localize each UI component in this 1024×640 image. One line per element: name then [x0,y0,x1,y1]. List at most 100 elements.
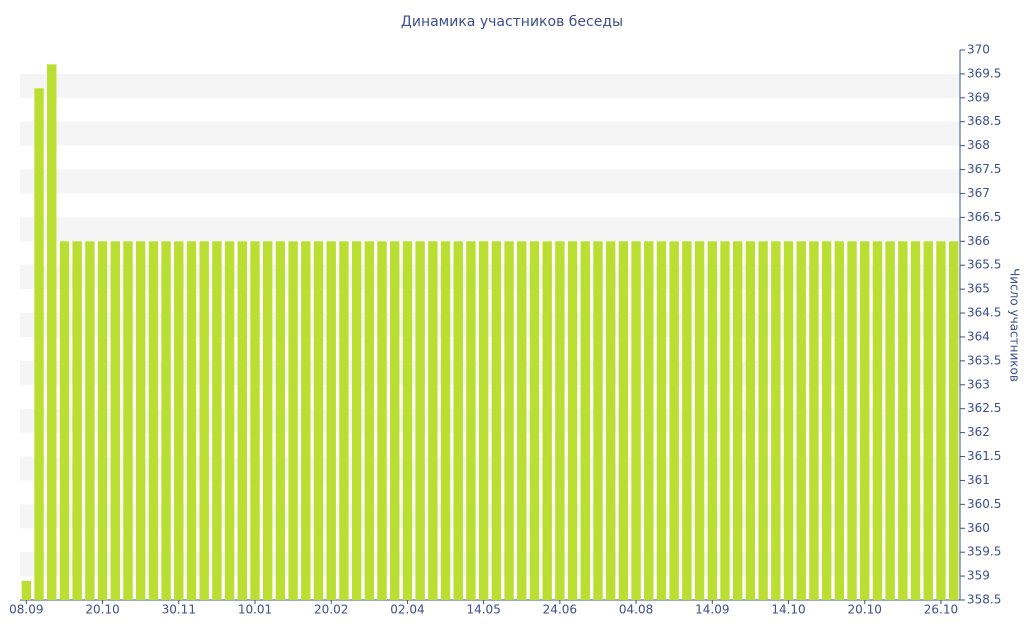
grid-band [20,552,960,577]
grid-band [20,504,960,529]
bar [707,241,717,600]
bar [910,241,921,600]
bar [453,241,463,600]
y-tick-label: 362 [967,425,990,439]
bar [694,241,705,600]
y-tick-label: 368.5 [967,114,1001,128]
y-tick-label: 361.5 [967,449,1001,463]
bar [809,241,819,600]
bar [542,241,552,600]
grid-band [20,217,960,242]
y-tick-label: 366.5 [967,210,1001,224]
bar [478,241,489,600]
bar [85,241,95,600]
x-tick-label: 02.04 [390,603,424,617]
bar [351,241,362,600]
y-tick-label: 364.5 [967,306,1001,320]
y-tick-label: 364 [967,329,990,343]
x-tick-label: 04.08 [619,603,653,617]
y-tick-label: 360.5 [967,497,1001,511]
bar [923,241,933,600]
bar [440,241,451,600]
grid-band [20,456,960,481]
bar [415,241,425,600]
bar [529,241,540,600]
bar [580,241,590,600]
bar [631,241,641,600]
bar [59,241,70,600]
chart-title: Динамика участников беседы [401,14,623,30]
bar [618,241,629,600]
x-tick-label: 08.09 [9,603,43,617]
bar [72,241,82,600]
bar [517,241,527,600]
grid-band [20,73,960,98]
bar [758,241,768,600]
bar [567,241,578,600]
grid-band [20,169,960,194]
y-tick-label: 359.5 [967,545,1001,559]
bar [898,241,908,600]
bar [263,241,273,600]
bar [872,241,883,600]
bar [186,241,197,600]
x-tick-label: 30.11 [162,603,196,617]
y-tick-label: 365.5 [967,258,1001,272]
grid-band [20,121,960,146]
bar [326,241,336,600]
bar [313,241,324,600]
grid-band [20,360,960,385]
bar [250,241,260,600]
bar [656,241,667,600]
y-tick-label: 360 [967,521,990,535]
bar [466,241,476,600]
x-tick-label: 14.05 [466,603,500,617]
bar [885,241,895,600]
x-tick-label: 14.10 [771,603,805,617]
bar [224,241,235,600]
x-tick-label: 24.06 [543,603,577,617]
bar [97,241,108,600]
bar [275,241,286,600]
bar [847,241,857,600]
bar [135,241,146,600]
bar [771,241,781,600]
y-axis-label: Число участников [1008,268,1022,382]
bar [644,241,654,600]
x-tick-label: 20.02 [314,603,348,617]
y-tick-label: 366 [967,234,990,248]
bar [733,241,743,600]
bar [123,241,133,600]
bar [377,241,387,600]
y-tick-label: 370 [967,43,990,57]
grid-band [20,265,960,290]
bar [161,241,171,600]
y-tick-label: 365 [967,282,990,296]
bar [504,241,514,600]
y-tick-label: 363 [967,377,990,391]
bar [555,241,565,600]
bar [237,241,247,600]
bar [212,241,222,600]
bar [821,241,832,600]
bar [745,241,756,600]
bar [682,241,692,600]
bar [364,241,375,600]
bar [110,241,120,600]
bar [593,241,603,600]
grid-band [20,313,960,337]
bar [834,241,845,600]
bar [669,241,679,600]
bar [948,241,959,600]
bar [936,241,946,600]
y-tick-label: 362.5 [967,401,1001,415]
bar [199,241,209,600]
y-tick-label: 367.5 [967,162,1001,176]
bar [148,241,159,600]
bar [21,580,32,600]
bar [402,241,413,600]
bar [47,64,57,600]
x-tick-label: 14.09 [695,603,729,617]
bar [174,241,184,600]
grid-band [20,408,960,433]
